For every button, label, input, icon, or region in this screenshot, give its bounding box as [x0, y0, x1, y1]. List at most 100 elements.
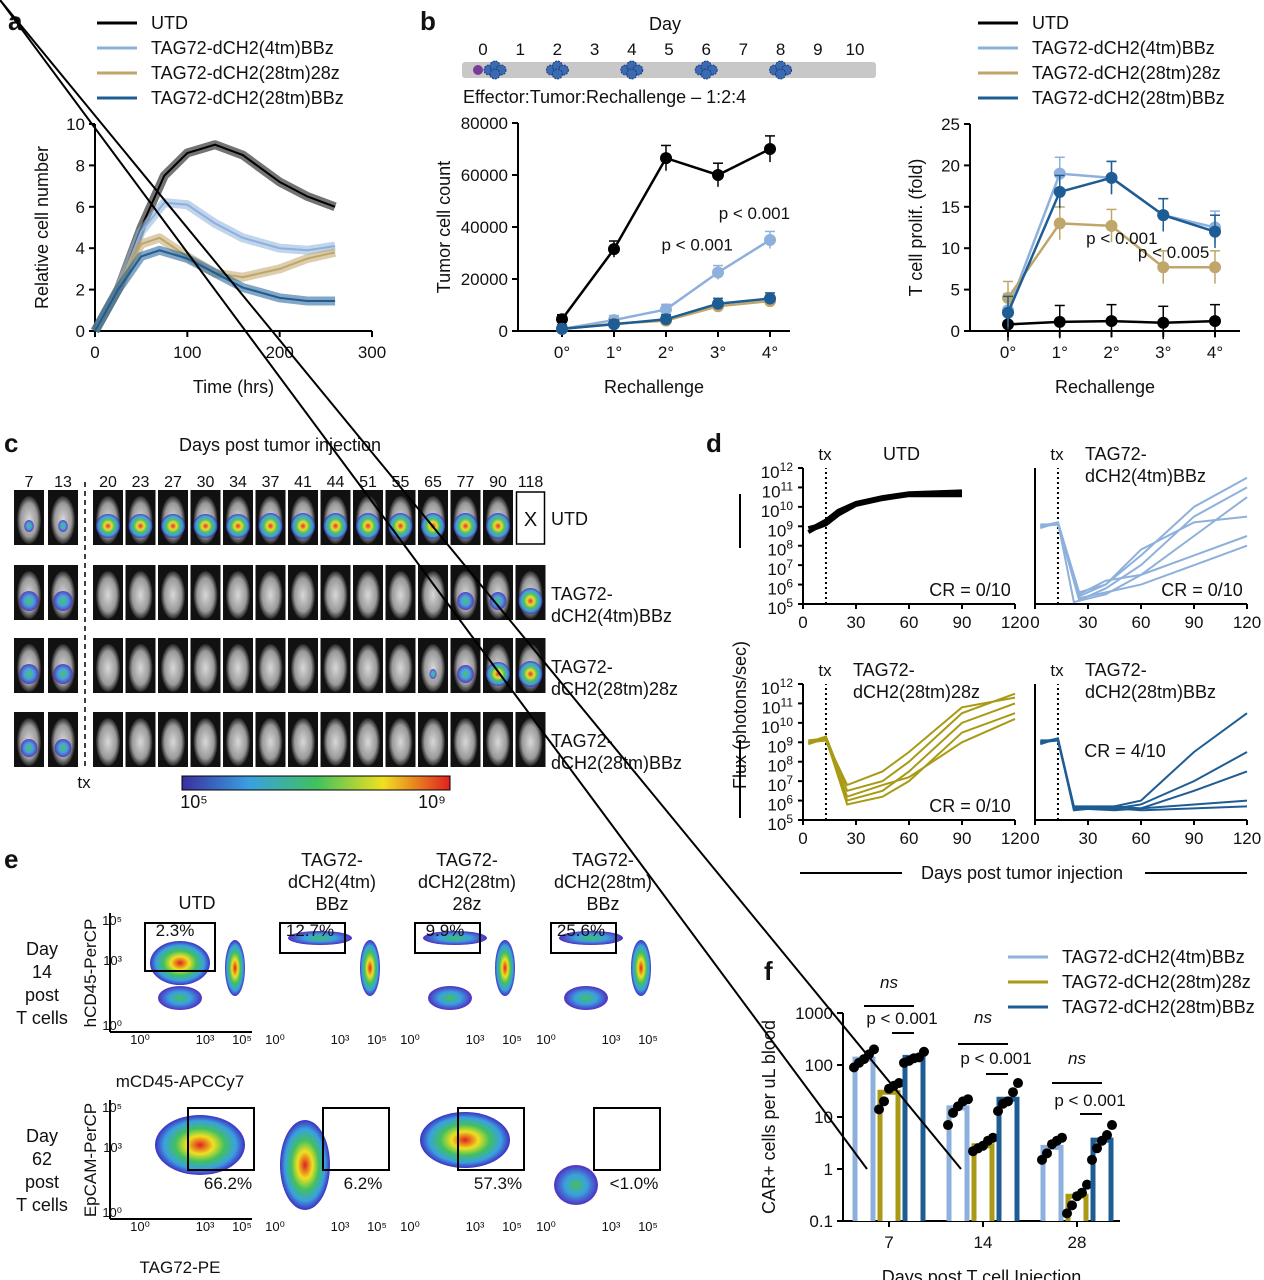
panel-d-0-cr: CR = 0/10: [929, 580, 1011, 600]
row-label: UTD: [551, 509, 588, 529]
gate: [144, 922, 216, 972]
panel-d-0-title: UTD: [883, 444, 920, 464]
data-point: [919, 1046, 929, 1057]
text-line: dCH2(28tm): [554, 872, 652, 892]
cell-population: [288, 931, 352, 945]
cell-population: [428, 986, 472, 1010]
mouse-body: [518, 718, 543, 766]
panel-f-y-tick-label: 0.1: [809, 1212, 833, 1231]
flow-x-tick-label: 10³: [196, 1219, 215, 1234]
day-label: 77: [457, 474, 475, 491]
panel-b-tumor-data-point-4tm: [712, 266, 724, 279]
legend-f-entry: TAG72-dCH2(4tm)BBz: [1062, 947, 1245, 967]
mouse-body: [323, 718, 348, 766]
panel-a-y-tick-label: 10: [66, 115, 85, 134]
panel-b-tumor-y-tick-label: 20000: [461, 270, 508, 289]
legend-a-entry: UTD: [151, 13, 188, 33]
tumor-cell: [551, 68, 563, 80]
text-line: TAG72-: [551, 584, 613, 604]
text-line: BBz: [586, 894, 619, 914]
panel-b-tumor-x-tick-label: 3°: [710, 343, 726, 362]
timeline-day-label: 5: [664, 40, 673, 59]
data-point: [1102, 1130, 1112, 1141]
gate-percent: <1.0%: [610, 1174, 659, 1193]
panel-d-x-axis-label: Days post tumor injection: [921, 863, 1123, 883]
day-label: 118: [518, 474, 544, 491]
tumor-cell: [775, 68, 787, 80]
panel-b-prolif-x-tick-label: 3°: [1155, 343, 1171, 362]
flow-x-tick-label: 10³: [602, 1219, 621, 1234]
timeline-day-label: 0: [478, 40, 487, 59]
text-line: dCH2(4tm)BBz: [1085, 466, 1206, 486]
panel-b-prolif-data-point-UTD: [1053, 315, 1066, 328]
legend-b-entry: UTD: [1032, 13, 1069, 33]
text-line: TAG72-: [551, 731, 613, 751]
timeline-caption: Effector:Tumor:Rechallenge – 1:2:4: [463, 87, 746, 107]
panel-b-tumor-p-value: p < 0.001: [662, 235, 733, 254]
text-line: dCH2(28tm)28z: [551, 679, 678, 699]
text-line: dCH2(28tm)BBz: [1085, 682, 1216, 702]
flow-x-tick-label: 10⁵: [502, 1032, 522, 1047]
panel-d-y-axis-label: Flux (photons/sec): [730, 641, 750, 789]
panel-b-prolif-y-tick-label: 20: [941, 156, 960, 175]
day-label: 13: [54, 474, 72, 491]
day-label: 90: [489, 474, 507, 491]
mouse-body: [161, 644, 185, 692]
panel-d-3-mouse-line: [1040, 739, 1248, 812]
mouse-body: [388, 644, 413, 692]
bioluminescence-signal: [19, 591, 39, 611]
data-point: [879, 1096, 889, 1107]
panel-d-3-x-tick-label: 60: [1132, 829, 1151, 848]
panel-b-prolif-y-tick-label: 15: [941, 198, 960, 217]
bioluminescence-signal: [486, 513, 510, 539]
gate: [279, 922, 346, 954]
text-line: TAG72-: [436, 850, 498, 870]
panel-f-y-tick-label: 10: [814, 1108, 833, 1127]
gate: [187, 1107, 255, 1171]
legend-a-entry: TAG72-dCH2(4tm)BBz: [151, 38, 334, 58]
mouse-body: [323, 571, 348, 619]
panel-f-y-tick-label: 1000: [795, 1004, 833, 1023]
flow-y-tick-label: 10⁵: [102, 1100, 122, 1115]
mouse-body: [356, 644, 380, 692]
flow-row-label: Day 14 post T cells: [16, 939, 68, 1028]
text-line: dCH2(28tm): [418, 872, 516, 892]
bioluminescence-signal: [96, 514, 120, 538]
bioluminescence-signal: [58, 520, 68, 532]
text-line: Day: [26, 939, 58, 959]
panel-d-2-x-tick-label: 0: [798, 829, 807, 848]
data-point: [869, 1044, 879, 1055]
p-value-label: p < 0.001: [1054, 1091, 1125, 1110]
tumor-cells-icon: [620, 60, 644, 80]
data-point: [1013, 1078, 1023, 1089]
flow-x-tick-label: 10³: [331, 1219, 350, 1234]
panel-d-2-x-tick-label: 60: [900, 829, 919, 848]
panel-d-0-x-tick-label: 120: [1001, 613, 1029, 632]
bioluminescence-signal: [53, 591, 73, 611]
mouse-body: [388, 718, 413, 766]
superscript: 6: [786, 577, 793, 591]
data-point: [1077, 1187, 1087, 1198]
tumor-cells-icon: [694, 60, 718, 80]
bioluminescence-signal: [19, 664, 39, 684]
text-line: TAG72-: [551, 657, 613, 677]
panel-d-3-x-tick-label: 30: [1079, 829, 1098, 848]
data-point: [988, 1132, 998, 1143]
flow-y-tick-label: 10³: [103, 953, 122, 968]
series-line-28BBz: [94, 249, 336, 332]
text-line: post: [25, 985, 59, 1005]
mouse-body: [291, 571, 315, 619]
text-line: Day: [26, 1126, 58, 1146]
panel-d-2-tx-label: tx: [818, 661, 832, 680]
flow-x-tick-label: 10⁵: [367, 1032, 387, 1047]
flow-plot: [155, 1107, 255, 1175]
panel-b-prolif-data-point-28z: [1053, 217, 1066, 230]
panel-label-e: e: [4, 844, 18, 874]
flow-x-tick-label: 10⁰: [536, 1219, 556, 1234]
timeline-day-label: 10: [846, 40, 865, 59]
bioluminescence-signal: [489, 592, 507, 610]
data-point: [1092, 1143, 1102, 1154]
panel-d-2-mouse-line: [808, 702, 1016, 802]
mouse-body: [193, 718, 218, 766]
